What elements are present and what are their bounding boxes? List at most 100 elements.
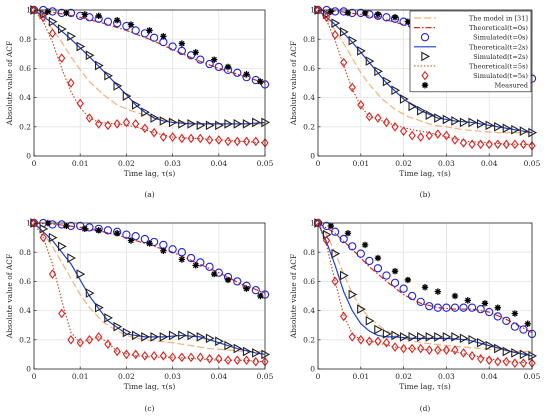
data-point-sim5 (224, 355, 232, 366)
x-tick-label: 0 (32, 372, 37, 381)
data-point-sim5 (205, 135, 214, 145)
x-tick-label: 0.05 (524, 159, 541, 168)
data-point-meas (421, 284, 429, 291)
data-point-sim0 (103, 226, 113, 235)
data-point-sim2 (459, 117, 469, 128)
legend-entry-label: The model in [31] (469, 15, 528, 23)
data-point-sim2 (399, 94, 409, 104)
data-point-sim0 (510, 322, 520, 331)
data-point-sim5 (365, 336, 373, 347)
x-tick-label: 0.02 (395, 372, 412, 381)
series-line-theo5 (317, 9, 532, 145)
data-point-meas (44, 8, 52, 15)
data-point-sim5 (382, 117, 391, 128)
data-point-sim5 (67, 334, 75, 345)
data-point-sim5 (357, 100, 365, 110)
chart-panel-4: 0 0.01 0.02 0.03 0.04 0.05 0 0.2 0.4 0.6 0.8 1 Time … (289, 218, 541, 413)
y-tick-label: 1 (310, 219, 315, 228)
data-point-sim2 (187, 330, 197, 341)
data-point-sim2 (476, 119, 486, 129)
data-point-meas (257, 292, 264, 300)
data-point-sim5 (132, 119, 140, 129)
y-tick-label: 0.2 (303, 122, 315, 131)
y-axis-label: Absolute value of ACF (289, 254, 298, 339)
data-point-sim0 (382, 13, 391, 22)
x-tick-label: 0.03 (164, 372, 181, 381)
data-point-sim5 (340, 311, 348, 322)
data-point-sim5 (242, 136, 251, 147)
data-point-meas (451, 292, 459, 300)
data-point-meas (178, 40, 186, 47)
data-point-sim2 (485, 120, 495, 131)
data-point-sim5 (168, 352, 177, 363)
data-point-sim5 (39, 12, 47, 23)
legend-entry-label: Theoretical(t=5s) (469, 63, 528, 71)
data-point-sim0 (416, 297, 425, 306)
data-point-meas (210, 56, 218, 63)
data-point-sim5 (519, 139, 528, 150)
legend-entry-label: Measured (495, 82, 529, 90)
y-tick-label: 0.6 (303, 277, 315, 286)
data-point-sim5 (357, 334, 365, 345)
x-axis-label: Time lag, τ(s) (399, 169, 451, 178)
data-point-sim2 (159, 116, 169, 126)
legend-marker-sim0 (420, 33, 430, 42)
data-point-sim5 (434, 345, 442, 355)
series-group (313, 218, 538, 368)
y-tick-label: 0.4 (19, 306, 31, 315)
data-point-sim5 (215, 135, 223, 145)
series-line-model (33, 222, 265, 353)
data-point-sim5 (442, 130, 451, 141)
data-point-sim5 (408, 130, 416, 141)
data-point-sim5 (391, 342, 399, 352)
data-point-sim5 (485, 139, 493, 150)
data-point-sim5 (196, 352, 204, 363)
data-point-meas (192, 262, 199, 269)
data-point-sim5 (205, 353, 214, 364)
legend-entry-label: Theoretical(t=2s) (469, 43, 528, 51)
legend-entry-label: Simulated(t=2s) (473, 53, 528, 61)
x-tick-label: 0.02 (118, 159, 135, 168)
data-point-sim2 (168, 330, 178, 341)
data-point-sim2 (113, 81, 123, 91)
data-point-sim2 (39, 224, 49, 234)
data-point-sim5 (252, 356, 260, 367)
data-point-meas (464, 297, 471, 304)
data-point-sim2 (85, 50, 95, 61)
data-point-sim2 (104, 70, 113, 81)
data-point-sim2 (252, 117, 261, 128)
data-point-sim2 (442, 114, 452, 125)
data-point-sim0 (476, 304, 485, 314)
x-tick-label: 0.01 (352, 372, 369, 381)
data-point-sim0 (433, 303, 442, 312)
x-tick-label: 0.04 (481, 372, 498, 381)
plot-area (34, 10, 265, 156)
data-point-sim5 (399, 343, 408, 354)
data-point-sim5 (519, 358, 528, 368)
data-point-sim5 (374, 113, 382, 123)
data-point-sim5 (48, 269, 57, 279)
x-tick-label: 0.02 (395, 159, 412, 168)
legend-entry-label: Theoretical(t=0s) (469, 24, 528, 32)
data-point-sim2 (357, 304, 366, 314)
data-point-sim2 (224, 119, 234, 129)
series-line-theo2 (33, 9, 266, 125)
data-point-sim0 (205, 262, 214, 271)
x-tick-label: 0.01 (352, 159, 369, 168)
data-point-sim2 (141, 332, 150, 342)
y-tick-label: 1 (26, 6, 31, 15)
data-point-sim0 (467, 303, 477, 312)
data-point-sim5 (425, 130, 433, 141)
x-axis-label: Time lag, τ(s) (399, 382, 451, 391)
data-point-sim5 (348, 82, 356, 93)
series-line-theo5 (33, 222, 266, 363)
data-point-meas (327, 8, 335, 15)
data-point-sim5 (459, 138, 468, 148)
data-point-meas (127, 21, 135, 28)
data-point-meas (113, 17, 121, 24)
data-point-sim0 (399, 284, 408, 293)
data-point-sim0 (408, 291, 417, 301)
data-point-sim0 (442, 303, 451, 312)
data-point-meas (327, 222, 335, 230)
data-point-sim5 (502, 356, 510, 367)
